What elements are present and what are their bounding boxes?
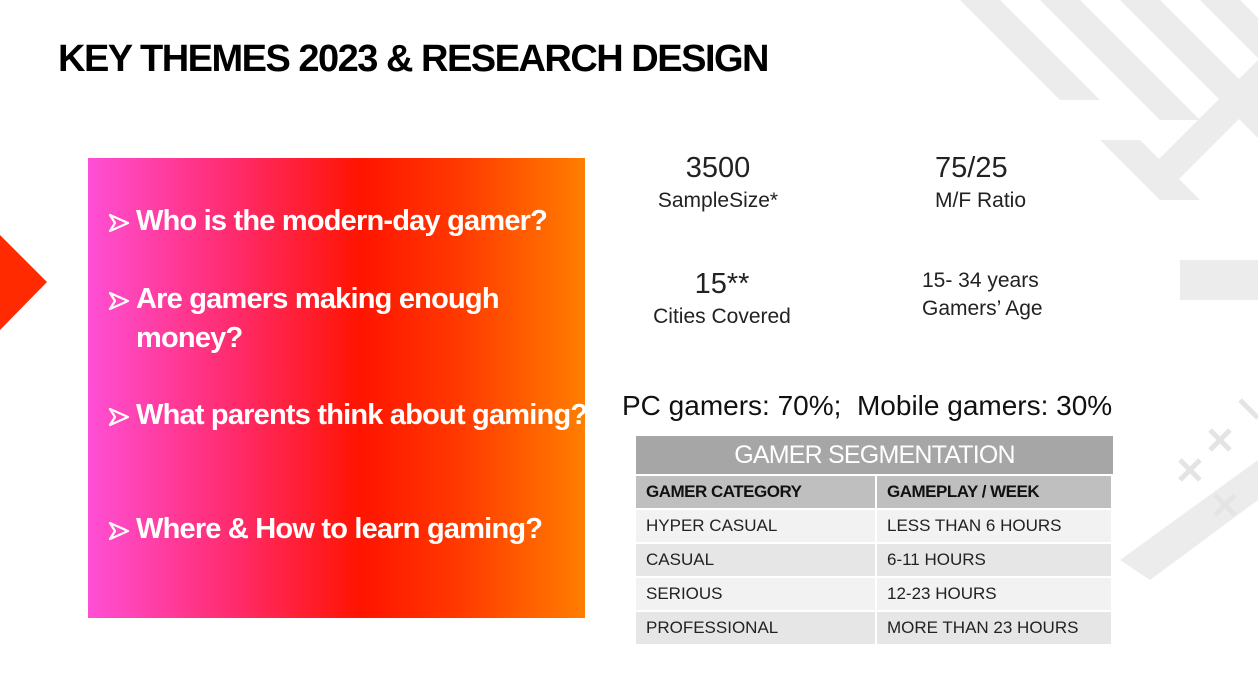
- platform-split: PC gamers: 70%; Mobile gamers: 30%: [622, 390, 1113, 421]
- table-row: HYPER CASUAL LESS THAN 6 HOURS: [636, 510, 1113, 544]
- table-cell: PROFESSIONAL: [636, 612, 877, 644]
- side-arrow: [0, 235, 47, 330]
- table-cell: CASUAL: [636, 544, 877, 576]
- stat-value: 15**: [694, 268, 750, 300]
- table-row: CASUAL 6-11 HOURS: [636, 544, 1113, 578]
- segmentation-table: GAMER SEGMENTATION GAMER CATEGORY GAMEPL…: [636, 436, 1113, 646]
- table-cell: SERIOUS: [636, 578, 877, 610]
- table-row: PROFESSIONAL MORE THAN 23 HOURS: [636, 612, 1113, 646]
- table-row: SERIOUS 12-23 HOURS: [636, 578, 1113, 612]
- table-cell: 12-23 HOURS: [877, 578, 1113, 610]
- bullet: [108, 214, 130, 232]
- stat-label: Cities Covered: [653, 305, 791, 328]
- table-cell: HYPER CASUAL: [636, 510, 877, 542]
- stat-value: 15- 34 years: [922, 269, 1039, 292]
- stat-label: Gamers’ Age: [922, 297, 1043, 320]
- stat: 15- 34 years Gamers’ Age: [922, 269, 1043, 321]
- stat-value: 75/25: [935, 152, 1008, 184]
- stat: 3500 SampleSize*: [618, 152, 818, 213]
- stat: 15** Cities Covered: [622, 268, 822, 329]
- table-cell: MORE THAN 23 HOURS: [877, 612, 1113, 644]
- stat: 75/25 M/F Ratio: [935, 152, 1026, 213]
- table-header: GAMER CATEGORY GAMEPLAY / WEEK: [636, 476, 1113, 510]
- questions-panel: Who is the modern-day gamer? Are gamers m…: [88, 158, 588, 618]
- table-cell: LESS THAN 6 HOURS: [877, 510, 1113, 542]
- bullet: [108, 522, 130, 540]
- column-header: GAMER CATEGORY: [636, 476, 877, 508]
- stat-label: M/F Ratio: [935, 189, 1027, 212]
- title: KEY THEMES 2023 & RESEARCH DESIGN: [58, 38, 770, 80]
- stat-label: SampleSize*: [657, 189, 779, 212]
- question: What parents think about gaming?: [108, 396, 596, 435]
- column-header: GAMEPLAY / WEEK: [877, 476, 1113, 508]
- table-title: GAMER SEGMENTATION: [636, 436, 1113, 476]
- question: Who is the modern-day gamer?: [108, 202, 596, 241]
- pattern: [960, 0, 1258, 580]
- stat-value: 3500: [685, 152, 751, 184]
- cross-pattern: [1178, 398, 1258, 517]
- table-cell: 6-11 HOURS: [877, 544, 1113, 576]
- question: Where & How to learn gaming?: [108, 510, 596, 549]
- bullet: [108, 408, 130, 426]
- bullet: [108, 292, 130, 310]
- question: Are gamers making enough money?: [108, 280, 596, 358]
